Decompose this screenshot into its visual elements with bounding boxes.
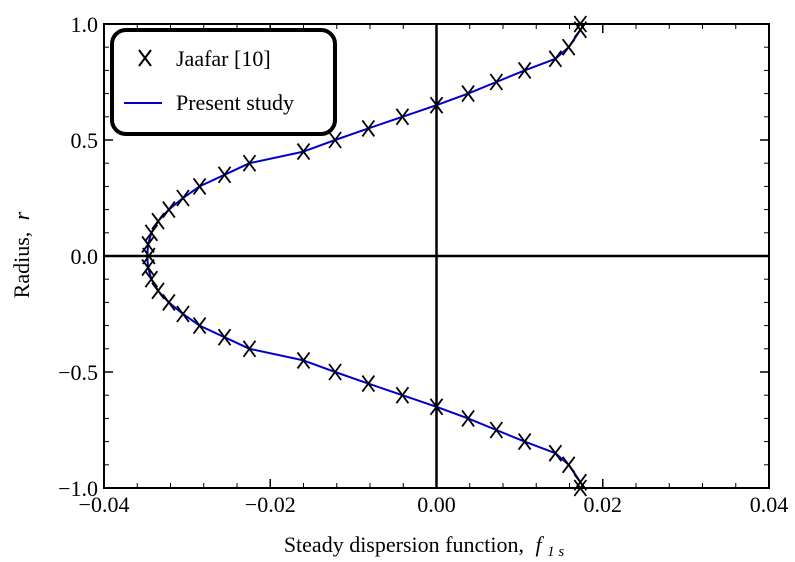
legend-box <box>110 28 337 136</box>
data-point-x-marker <box>395 386 410 404</box>
data-point-x-marker <box>361 375 376 393</box>
y-axis-label-text: Radius, <box>9 232 34 299</box>
legend-label-present-study: Present study <box>176 90 294 115</box>
marker-stroke <box>561 456 576 474</box>
data-point-x-marker <box>217 328 232 346</box>
x-tick-label: 0.00 <box>417 492 456 517</box>
legend-marker-x-icon <box>138 49 152 67</box>
y-tick-label: −1.0 <box>58 476 98 501</box>
marker-stroke <box>151 282 165 300</box>
marker-stroke <box>162 293 176 311</box>
y-tick-label: 1.0 <box>71 12 99 37</box>
marker-stroke <box>296 351 311 369</box>
data-point-x-marker <box>489 421 504 439</box>
marker-stroke <box>517 61 532 79</box>
y-tick-label: −0.5 <box>58 360 98 385</box>
x-axis-label: Steady dispersion function, f 1 s <box>284 532 565 560</box>
data-point-x-marker <box>461 85 475 103</box>
marker-stroke <box>517 433 532 451</box>
data-point-x-marker <box>162 293 176 311</box>
data-point-x-marker <box>144 224 159 242</box>
marker-stroke <box>548 444 563 462</box>
data-point-x-marker <box>517 61 532 79</box>
data-point-x-marker <box>461 409 475 427</box>
data-point-x-marker <box>561 38 576 56</box>
y-axis-label-symbol: r <box>9 211 34 220</box>
y-tick-label: 0.5 <box>71 128 99 153</box>
marker-stroke <box>296 143 311 161</box>
x-axis-label-subscript: 1 s <box>547 544 564 560</box>
marker-stroke <box>176 305 190 323</box>
marker-stroke <box>176 189 190 207</box>
x-tick-label: −0.02 <box>245 492 296 517</box>
marker-stroke <box>217 166 232 184</box>
marker-stroke <box>144 270 159 288</box>
data-point-x-marker <box>489 73 504 91</box>
x-tick-label: 0.02 <box>584 492 623 517</box>
marker-stroke <box>395 108 410 126</box>
marker-stroke <box>461 85 475 103</box>
data-point-x-marker <box>328 363 342 381</box>
marker-stroke <box>361 375 376 393</box>
x-tick-label: −0.04 <box>79 492 130 517</box>
data-point-x-marker <box>151 282 165 300</box>
legend: Jaafar [10] Present study <box>110 28 337 136</box>
marker-stroke <box>192 177 207 195</box>
x-axis-label-symbol: f <box>535 532 544 557</box>
data-point-x-marker <box>176 305 190 323</box>
data-point-x-marker <box>217 166 232 184</box>
data-point-x-marker <box>561 456 576 474</box>
data-point-x-marker <box>296 143 311 161</box>
data-point-x-marker <box>192 177 207 195</box>
marker-stroke <box>192 317 207 335</box>
legend-label-jaafar: Jaafar [10] <box>176 46 271 71</box>
marker-stroke <box>561 38 576 56</box>
data-point-x-marker <box>141 259 155 277</box>
marker-stroke <box>489 73 504 91</box>
marker-stroke <box>395 386 410 404</box>
data-point-x-marker <box>176 189 190 207</box>
data-point-x-marker <box>361 119 376 137</box>
data-point-x-marker <box>296 351 311 369</box>
y-axis-label: Radius, r <box>9 211 34 298</box>
axes: −0.04 −0.02 0.00 0.02 0.04 −1.0 −0.5 0.0 0.5 1.0 <box>58 12 788 517</box>
marker-stroke <box>461 409 475 427</box>
marker-stroke <box>361 119 376 137</box>
plot-area <box>141 15 588 497</box>
marker-stroke <box>328 363 342 381</box>
marker-stroke <box>151 212 165 230</box>
data-point-x-marker <box>517 433 532 451</box>
marker-stroke <box>328 131 342 149</box>
marker-stroke <box>242 340 257 358</box>
marker-stroke <box>217 328 232 346</box>
marker-stroke <box>489 421 504 439</box>
data-point-x-marker <box>395 108 410 126</box>
data-point-x-marker <box>328 131 342 149</box>
marker-stroke <box>162 201 176 219</box>
data-point-x-marker <box>242 340 257 358</box>
y-tick-label: 0.0 <box>71 244 99 269</box>
data-point-x-marker <box>162 201 176 219</box>
data-point-x-marker <box>144 270 159 288</box>
data-point-x-marker <box>548 444 563 462</box>
x-tick-label: 0.04 <box>750 492 789 517</box>
x-axis-label-text: Steady dispersion function, <box>284 532 524 557</box>
marker-stroke <box>548 50 563 68</box>
marker-stroke <box>242 154 257 172</box>
data-point-x-marker <box>548 50 563 68</box>
data-point-x-marker <box>242 154 257 172</box>
data-point-x-marker <box>192 317 207 335</box>
data-point-x-marker <box>151 212 165 230</box>
marker-stroke <box>141 259 155 277</box>
marker-stroke <box>144 224 159 242</box>
